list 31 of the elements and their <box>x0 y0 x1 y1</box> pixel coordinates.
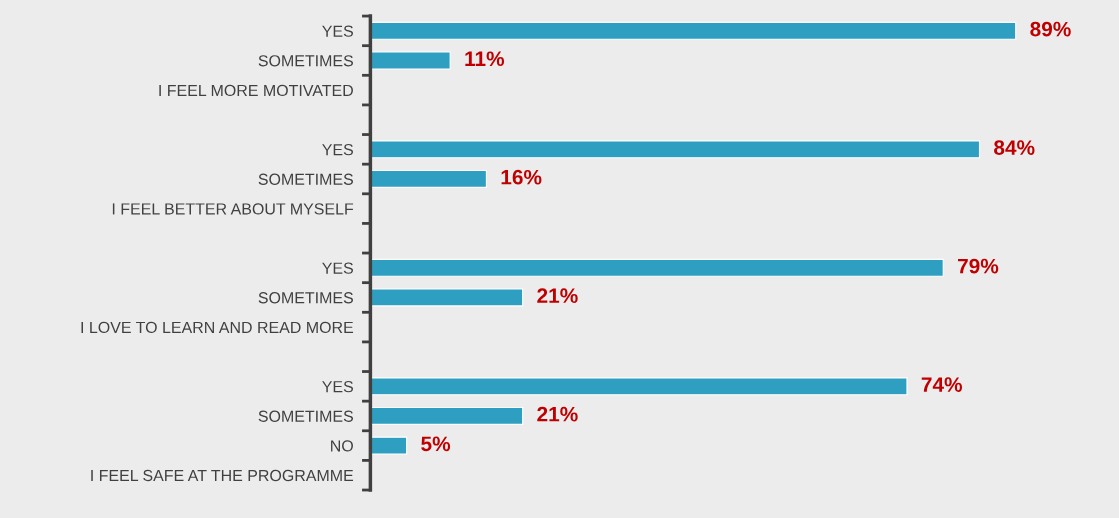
data-label: 16% <box>501 169 542 185</box>
y-tick-label: YES <box>322 25 353 37</box>
data-label: 21% <box>537 406 578 422</box>
y-tick-label: SOMETIMES <box>258 55 353 67</box>
data-label: 5% <box>421 436 451 452</box>
y-tick-label: I FEEL SAFE AT THE PROGRAMME <box>91 469 354 482</box>
y-tick-label: SOMETIMES <box>258 410 353 422</box>
data-label: 79% <box>958 258 999 274</box>
bar <box>370 288 524 307</box>
data-label: 74% <box>921 377 963 392</box>
bar <box>370 436 408 455</box>
y-tick-label: I LOVE TO LEARN AND READ MORE <box>81 321 354 334</box>
data-label: 89% <box>1030 21 1071 37</box>
bar <box>370 258 944 277</box>
data-label: 21% <box>537 288 578 304</box>
y-tick-label: I FEEL BETTER ABOUT MYSELF <box>112 203 354 215</box>
y-tick-label: YES <box>322 144 353 156</box>
data-label: 84% <box>994 140 1035 155</box>
y-tick-label: YES <box>322 380 353 393</box>
bar <box>370 51 451 70</box>
bar <box>370 21 1017 40</box>
y-tick-label: NO <box>331 440 353 452</box>
bar <box>370 377 908 396</box>
bar <box>370 140 981 159</box>
bar <box>370 406 524 425</box>
data-label: 11% <box>465 51 505 67</box>
bar <box>370 169 487 188</box>
y-tick-label: SOMETIMES <box>258 173 353 185</box>
y-tick-label: YES <box>322 262 353 274</box>
y-tick-label: SOMETIMES <box>258 292 353 304</box>
y-tick-label: I FEEL MORE MOTIVATED <box>159 84 353 97</box>
